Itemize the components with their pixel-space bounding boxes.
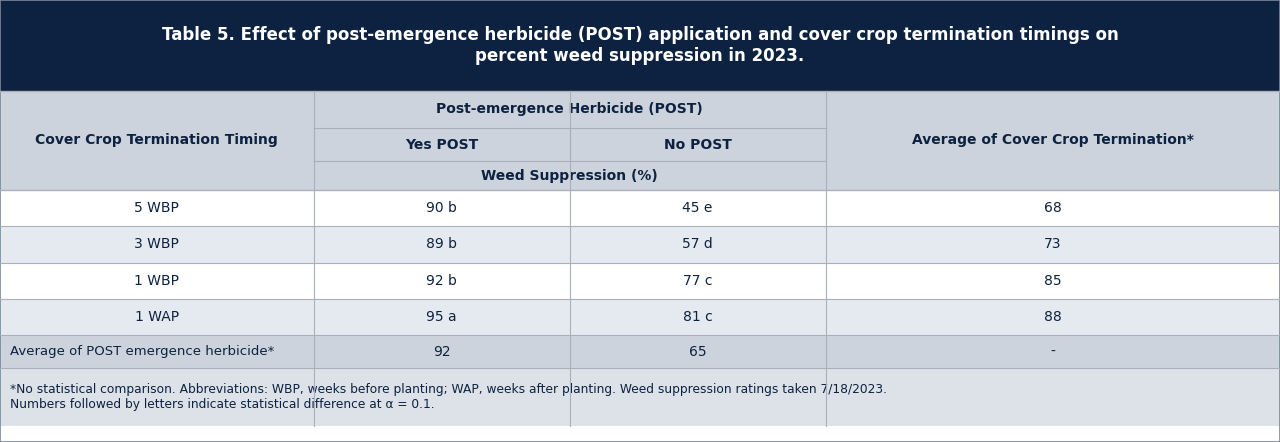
Text: 95 a: 95 a [426, 310, 457, 324]
Bar [314, 91, 826, 128]
Bar [0, 0, 1280, 91]
Bar [826, 299, 1280, 335]
Text: 65: 65 [689, 345, 707, 358]
Bar [570, 128, 826, 161]
Bar [0, 226, 314, 263]
Text: 92: 92 [433, 345, 451, 358]
Text: 81 c: 81 c [682, 310, 713, 324]
Bar [314, 161, 826, 190]
Text: 88: 88 [1044, 310, 1061, 324]
Bar [826, 335, 1280, 368]
Bar [570, 263, 826, 299]
Bar [314, 335, 570, 368]
Text: 5 WBP: 5 WBP [134, 201, 179, 215]
Text: -: - [1051, 345, 1055, 358]
Bar [314, 190, 570, 226]
Text: 3 WBP: 3 WBP [134, 237, 179, 251]
Text: Weed Suppression (%): Weed Suppression (%) [481, 169, 658, 183]
Text: 77 c: 77 c [682, 274, 713, 288]
Text: 1 WAP: 1 WAP [134, 310, 179, 324]
Bar [570, 190, 826, 226]
Text: 85: 85 [1044, 274, 1061, 288]
Bar [570, 299, 826, 335]
Text: 57 d: 57 d [682, 237, 713, 251]
Bar [826, 263, 1280, 299]
Text: 1 WBP: 1 WBP [134, 274, 179, 288]
Text: 90 b: 90 b [426, 201, 457, 215]
Bar [826, 190, 1280, 226]
Bar [0, 299, 314, 335]
Text: 45 e: 45 e [682, 201, 713, 215]
Bar [826, 226, 1280, 263]
Bar [0, 91, 314, 190]
Bar [0, 335, 314, 368]
Bar [314, 128, 570, 161]
Bar [0, 263, 314, 299]
Text: No POST: No POST [663, 138, 732, 152]
Bar [0, 368, 1280, 426]
Text: *No statistical comparison. Abbreviations: WBP, weeks before planting; WAP, week: *No statistical comparison. Abbreviation… [10, 383, 887, 411]
Text: Yes POST: Yes POST [404, 138, 479, 152]
Bar [314, 226, 570, 263]
Bar [570, 226, 826, 263]
Text: Cover Crop Termination Timing: Cover Crop Termination Timing [36, 133, 278, 147]
Text: 92 b: 92 b [426, 274, 457, 288]
Text: Average of POST emergence herbicide*: Average of POST emergence herbicide* [10, 345, 275, 358]
Bar [314, 263, 570, 299]
Text: 73: 73 [1044, 237, 1061, 251]
Bar [0, 190, 314, 226]
Text: Post-emergence Herbicide (POST): Post-emergence Herbicide (POST) [436, 103, 703, 116]
Bar [570, 335, 826, 368]
Bar [826, 91, 1280, 190]
Text: Average of Cover Crop Termination*: Average of Cover Crop Termination* [911, 133, 1194, 147]
Text: 89 b: 89 b [426, 237, 457, 251]
Text: Table 5. Effect of post-emergence herbicide (POST) application and cover crop te: Table 5. Effect of post-emergence herbic… [161, 26, 1119, 65]
Bar [314, 299, 570, 335]
Text: 68: 68 [1044, 201, 1061, 215]
